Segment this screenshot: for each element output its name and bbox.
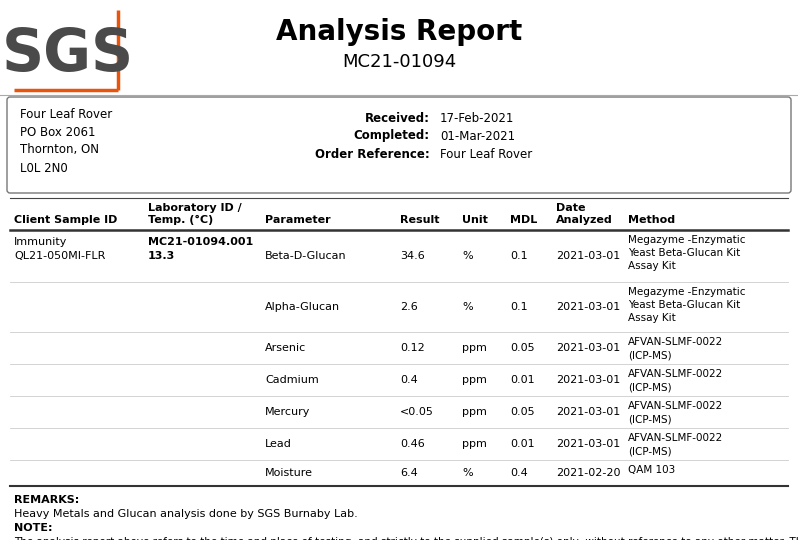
Text: Assay Kit: Assay Kit bbox=[628, 313, 676, 323]
Text: MC21-01094.001: MC21-01094.001 bbox=[148, 237, 253, 247]
FancyBboxPatch shape bbox=[7, 97, 791, 193]
Text: %: % bbox=[462, 251, 472, 261]
Text: AFVAN-SLMF-0022: AFVAN-SLMF-0022 bbox=[628, 337, 723, 347]
Text: 01-Mar-2021: 01-Mar-2021 bbox=[440, 130, 516, 143]
Text: (ICP-MS): (ICP-MS) bbox=[628, 350, 672, 360]
Text: Analysis Report: Analysis Report bbox=[276, 18, 522, 46]
Text: Date: Date bbox=[556, 203, 586, 213]
Text: Arsenic: Arsenic bbox=[265, 343, 306, 353]
Text: %: % bbox=[462, 468, 472, 478]
Text: MC21-01094: MC21-01094 bbox=[342, 53, 456, 71]
Text: 0.1: 0.1 bbox=[510, 251, 527, 261]
Text: 0.01: 0.01 bbox=[510, 439, 535, 449]
Text: Temp. (°C): Temp. (°C) bbox=[148, 215, 213, 225]
Text: QAM 103: QAM 103 bbox=[628, 465, 675, 475]
Text: Heavy Metals and Glucan analysis done by SGS Burnaby Lab.: Heavy Metals and Glucan analysis done by… bbox=[14, 509, 358, 519]
Text: 2021-03-01: 2021-03-01 bbox=[556, 439, 620, 449]
Text: Four Leaf Rover: Four Leaf Rover bbox=[20, 107, 113, 120]
Text: Mercury: Mercury bbox=[265, 407, 310, 417]
Text: <0.05: <0.05 bbox=[400, 407, 434, 417]
Text: L0L 2N0: L0L 2N0 bbox=[20, 161, 68, 174]
Text: 34.6: 34.6 bbox=[400, 251, 425, 261]
Text: 2021-03-01: 2021-03-01 bbox=[556, 375, 620, 385]
Text: QL21-050MI-FLR: QL21-050MI-FLR bbox=[14, 251, 105, 261]
Text: (ICP-MS): (ICP-MS) bbox=[628, 446, 672, 456]
Text: Order Reference:: Order Reference: bbox=[315, 147, 430, 160]
Text: Received:: Received: bbox=[365, 111, 430, 125]
Text: Method: Method bbox=[628, 215, 675, 225]
Text: Client Sample ID: Client Sample ID bbox=[14, 215, 117, 225]
Text: Completed:: Completed: bbox=[354, 130, 430, 143]
Text: Thornton, ON: Thornton, ON bbox=[20, 144, 99, 157]
Text: Four Leaf Rover: Four Leaf Rover bbox=[440, 147, 532, 160]
Text: 2.6: 2.6 bbox=[400, 302, 417, 312]
Text: Megazyme -Enzymatic: Megazyme -Enzymatic bbox=[628, 287, 745, 297]
Text: 0.4: 0.4 bbox=[400, 375, 417, 385]
Text: 2021-03-01: 2021-03-01 bbox=[556, 343, 620, 353]
Text: 2021-02-20: 2021-02-20 bbox=[556, 468, 621, 478]
Text: 0.01: 0.01 bbox=[510, 375, 535, 385]
Text: SGS: SGS bbox=[2, 26, 134, 84]
Text: Megazyme -Enzymatic: Megazyme -Enzymatic bbox=[628, 235, 745, 245]
Text: The analysis report above refers to the time and place of testing, and strictly : The analysis report above refers to the … bbox=[14, 537, 798, 540]
Text: %: % bbox=[462, 302, 472, 312]
Text: AFVAN-SLMF-0022: AFVAN-SLMF-0022 bbox=[628, 401, 723, 411]
Text: Immunity: Immunity bbox=[14, 237, 67, 247]
Text: ppm: ppm bbox=[462, 407, 487, 417]
Text: Alpha-Glucan: Alpha-Glucan bbox=[265, 302, 340, 312]
Text: 0.4: 0.4 bbox=[510, 468, 527, 478]
Text: 13.3: 13.3 bbox=[148, 251, 176, 261]
Text: 17-Feb-2021: 17-Feb-2021 bbox=[440, 111, 515, 125]
Text: 0.12: 0.12 bbox=[400, 343, 425, 353]
Text: Laboratory ID /: Laboratory ID / bbox=[148, 203, 242, 213]
Text: Beta-D-Glucan: Beta-D-Glucan bbox=[265, 251, 346, 261]
Text: Result: Result bbox=[400, 215, 440, 225]
Text: (ICP-MS): (ICP-MS) bbox=[628, 382, 672, 392]
Text: (ICP-MS): (ICP-MS) bbox=[628, 414, 672, 424]
Text: 0.1: 0.1 bbox=[510, 302, 527, 312]
Text: REMARKS:: REMARKS: bbox=[14, 495, 79, 505]
Text: ppm: ppm bbox=[462, 343, 487, 353]
Text: MDL: MDL bbox=[510, 215, 537, 225]
Text: 0.05: 0.05 bbox=[510, 407, 535, 417]
Text: 0.05: 0.05 bbox=[510, 343, 535, 353]
Text: ppm: ppm bbox=[462, 375, 487, 385]
Text: PO Box 2061: PO Box 2061 bbox=[20, 125, 96, 138]
Text: Assay Kit: Assay Kit bbox=[628, 261, 676, 271]
Text: AFVAN-SLMF-0022: AFVAN-SLMF-0022 bbox=[628, 433, 723, 443]
Text: AFVAN-SLMF-0022: AFVAN-SLMF-0022 bbox=[628, 369, 723, 379]
Text: 2021-03-01: 2021-03-01 bbox=[556, 251, 620, 261]
Text: Moisture: Moisture bbox=[265, 468, 313, 478]
Text: 2021-03-01: 2021-03-01 bbox=[556, 407, 620, 417]
Text: Yeast Beta-Glucan Kit: Yeast Beta-Glucan Kit bbox=[628, 248, 741, 258]
Text: Lead: Lead bbox=[265, 439, 292, 449]
Text: 0.46: 0.46 bbox=[400, 439, 425, 449]
Text: Yeast Beta-Glucan Kit: Yeast Beta-Glucan Kit bbox=[628, 300, 741, 310]
Text: 2021-03-01: 2021-03-01 bbox=[556, 302, 620, 312]
Text: Analyzed: Analyzed bbox=[556, 215, 613, 225]
Text: Unit: Unit bbox=[462, 215, 488, 225]
Text: NOTE:: NOTE: bbox=[14, 523, 53, 533]
Text: Cadmium: Cadmium bbox=[265, 375, 318, 385]
Text: ppm: ppm bbox=[462, 439, 487, 449]
Text: Parameter: Parameter bbox=[265, 215, 330, 225]
Text: 6.4: 6.4 bbox=[400, 468, 417, 478]
